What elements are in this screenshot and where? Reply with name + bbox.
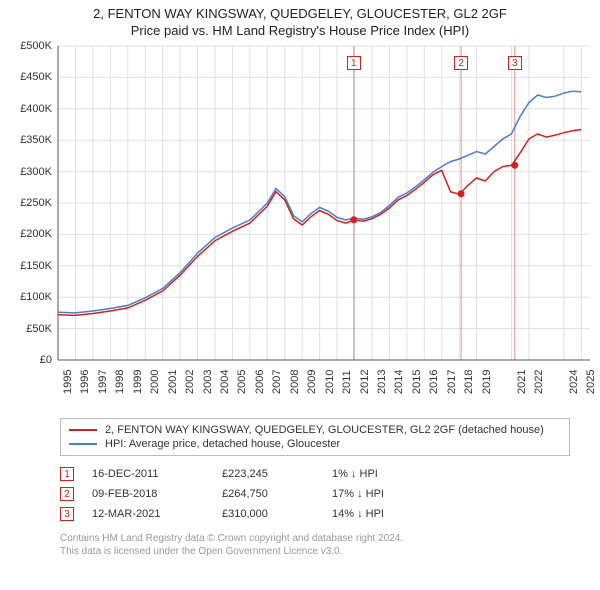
y-tick-label: £50K (26, 323, 52, 335)
y-tick-label: £450K (20, 71, 52, 83)
legend-swatch (69, 429, 97, 431)
y-tick-label: £250K (20, 197, 52, 209)
legend-item: HPI: Average price, detached house, Glou… (69, 437, 561, 451)
y-tick-label: £300K (20, 166, 52, 178)
x-tick-label: 2018 (463, 370, 475, 394)
x-tick-label: 2025 (585, 370, 597, 394)
y-tick-label: £0 (40, 354, 52, 366)
y-tick-label: £100K (20, 291, 52, 303)
y-tick-label: £400K (20, 103, 52, 115)
title-block: 2, FENTON WAY KINGSWAY, QUEDGELEY, GLOUC… (0, 0, 600, 42)
x-tick-label: 2009 (306, 370, 318, 394)
x-tick-label: 2016 (428, 370, 440, 394)
x-tick-label: 2008 (289, 370, 301, 394)
sale-marker-chart: 1 (347, 56, 361, 70)
chart-svg (0, 42, 600, 412)
x-tick-label: 2002 (184, 370, 196, 394)
sale-point (458, 190, 465, 197)
x-tick-label: 2015 (411, 370, 423, 394)
sale-hpi-diff: 1% ↓ HPI (332, 468, 442, 480)
sale-date: 16-DEC-2011 (92, 468, 222, 480)
sale-row: 2 09-FEB-2018£264,75017% ↓ HPI (60, 484, 570, 504)
x-tick-label: 2017 (446, 370, 458, 394)
sale-date: 09-FEB-2018 (92, 488, 222, 500)
footer-line-1: Contains HM Land Registry data © Crown c… (60, 532, 570, 545)
sale-price: £223,245 (222, 468, 332, 480)
sales-table: 1 16-DEC-2011£223,2451% ↓ HPI 2 09-FEB-2018… (60, 464, 570, 524)
x-tick-label: 2007 (271, 370, 283, 394)
sale-marker-table: 2 (60, 487, 74, 501)
footer-line-2: This data is licensed under the Open Gov… (60, 545, 570, 558)
x-tick-label: 2005 (236, 370, 248, 394)
y-tick-label: £200K (20, 228, 52, 240)
legend-swatch (69, 443, 97, 445)
x-tick-label: 2003 (202, 370, 214, 394)
sale-marker-chart: 2 (454, 56, 468, 70)
x-tick-label: 1997 (97, 370, 109, 394)
chart-title-address: 2, FENTON WAY KINGSWAY, QUEDGELEY, GLOUC… (0, 6, 600, 21)
y-tick-label: £150K (20, 260, 52, 272)
y-tick-label: £350K (20, 134, 52, 146)
sale-marker-table: 1 (60, 467, 74, 481)
legend-label: HPI: Average price, detached house, Glou… (105, 438, 340, 450)
x-tick-label: 1998 (114, 370, 126, 394)
x-tick-label: 2022 (533, 370, 545, 394)
sale-point (511, 162, 518, 169)
legend-label: 2, FENTON WAY KINGSWAY, QUEDGELEY, GLOUC… (105, 424, 544, 436)
legend-box: 2, FENTON WAY KINGSWAY, QUEDGELEY, GLOUC… (60, 418, 570, 456)
sale-marker-chart: 3 (508, 56, 522, 70)
chart-area: £0 £50K £100K £150K £200K £250K £300K £350K £400… (0, 42, 600, 412)
x-tick-label: 2024 (568, 370, 580, 394)
x-tick-label: 2014 (393, 370, 405, 394)
footer-attribution: Contains HM Land Registry data © Crown c… (60, 532, 570, 558)
sale-price: £264,750 (222, 488, 332, 500)
page-container: 2, FENTON WAY KINGSWAY, QUEDGELEY, GLOUC… (0, 0, 600, 590)
sale-date: 12-MAR-2021 (92, 508, 222, 520)
x-tick-label: 2012 (359, 370, 371, 394)
x-tick-label: 1999 (132, 370, 144, 394)
chart-subtitle: Price paid vs. HM Land Registry's House … (0, 23, 600, 38)
x-tick-label: 2010 (324, 370, 336, 394)
sale-hpi-diff: 17% ↓ HPI (332, 488, 442, 500)
x-tick-label: 2013 (376, 370, 388, 394)
sale-row: 3 12-MAR-2021£310,00014% ↓ HPI (60, 504, 570, 524)
x-tick-label: 2004 (219, 370, 231, 394)
sale-row: 1 16-DEC-2011£223,2451% ↓ HPI (60, 464, 570, 484)
sale-price: £310,000 (222, 508, 332, 520)
x-tick-label: 2011 (341, 370, 353, 394)
sale-hpi-diff: 14% ↓ HPI (332, 508, 442, 520)
sale-point (350, 216, 357, 223)
sale-marker-table: 3 (60, 507, 74, 521)
x-tick-label: 2019 (481, 370, 493, 394)
x-tick-label: 1995 (62, 370, 74, 394)
x-tick-label: 2000 (149, 370, 161, 394)
x-tick-label: 2001 (167, 370, 179, 394)
x-tick-label: 2006 (254, 370, 266, 394)
x-tick-label: 1996 (79, 370, 91, 394)
legend-item: 2, FENTON WAY KINGSWAY, QUEDGELEY, GLOUC… (69, 423, 561, 437)
y-tick-label: £500K (20, 40, 52, 52)
x-tick-label: 2021 (516, 370, 528, 394)
